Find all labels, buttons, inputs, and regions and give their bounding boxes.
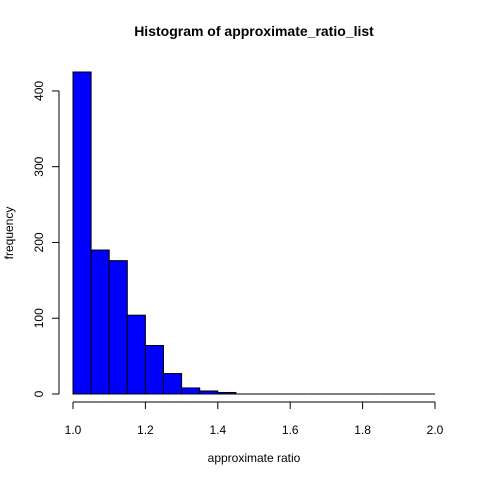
histogram-bar [126,314,146,395]
x-tick-label: 1.0 [65,423,82,437]
histogram-bar [199,390,219,395]
histogram-bar [90,249,110,395]
y-tick-label: 400 [32,81,46,101]
y-tick-label: 0 [32,390,46,397]
histogram-bars [72,71,435,395]
x-tick-label: 1.6 [282,423,299,437]
y-axis: 0 100 200 300 400 [32,81,60,397]
y-tick-label: 300 [32,156,46,176]
x-tick-label: 1.2 [137,423,154,437]
histogram-bar [181,387,201,395]
y-axis-label: frequency [2,207,16,260]
histogram-bar [163,373,183,395]
x-axis-label: approximate ratio [208,451,301,465]
x-tick-label: 1.4 [209,423,226,437]
histogram-bar [72,71,92,395]
histogram-bar [108,260,128,395]
x-tick-label: 1.8 [354,423,371,437]
chart-title: Histogram of approximate_ratio_list [134,23,374,39]
y-tick-label: 100 [32,308,46,328]
histogram-bar [217,391,237,395]
x-axis: 1.0 1.2 1.4 1.6 1.8 2.0 [65,401,444,437]
x-tick-label: 2.0 [427,423,444,437]
histogram-bar [144,345,164,395]
y-tick-label: 200 [32,232,46,252]
